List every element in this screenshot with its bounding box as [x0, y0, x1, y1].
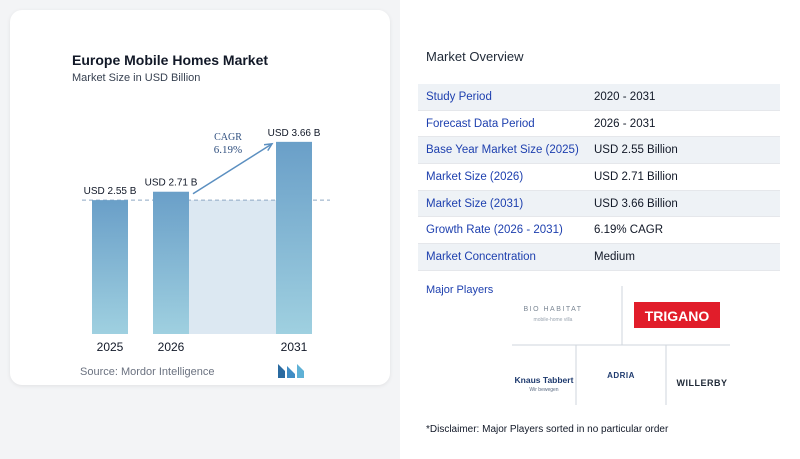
chart-subtitle: Market Size in USD Billion — [72, 72, 201, 84]
overview-label: Market Size (2031) — [426, 197, 524, 210]
player-trigano: TRIGANO — [644, 308, 710, 324]
x-tick-2025: 2025 — [97, 340, 124, 354]
overview-row: Forecast Data Period 2026 - 2031 — [418, 111, 780, 138]
overview-value: 2026 - 2031 — [594, 117, 656, 130]
x-tick-2026: 2026 — [158, 340, 185, 354]
cagr-arrow-head — [263, 142, 274, 152]
bar-2031 — [276, 141, 312, 334]
overview-row: Market Size (2031) USD 3.66 Billion — [418, 190, 780, 218]
chart-title: Europe Mobile Homes Market — [72, 52, 269, 68]
x-tick-2031: 2031 — [281, 340, 308, 354]
major-players-title: Major Players — [426, 284, 494, 296]
overview-value: Medium — [594, 250, 635, 263]
disclaimer: *Disclaimer: Major Players sorted in no … — [426, 424, 669, 435]
player-willerby: WILLERBY — [676, 378, 728, 388]
overview-row: Study Period 2020 - 2031 — [418, 84, 780, 111]
overview-label: Base Year Market Size (2025) — [426, 144, 579, 157]
cagr-value: 6.19% — [214, 144, 242, 156]
cagr-arrow — [192, 143, 273, 195]
chart-source: Source: Mordor Intelligence — [80, 366, 215, 378]
bar-chart: USD 2.55 B 2025 USD 2.71 B 2026 USD 3.66 B 20… — [82, 128, 330, 354]
player-adria: ADRIA — [607, 371, 635, 380]
mordor-logo-icon — [278, 364, 304, 378]
player-knaus-tabbert: Knaus Tabbert — [514, 375, 574, 385]
bar-2026 — [153, 191, 189, 334]
player-knaus-tabbert-tagline: Wir bewegen — [529, 387, 559, 393]
overview-value: USD 2.55 Billion — [594, 144, 678, 157]
data-label-2025: USD 2.55 B — [84, 186, 137, 197]
overview-title: Market Overview — [426, 49, 524, 64]
overview-label: Market Size (2026) — [426, 170, 524, 183]
data-label-2031: USD 3.66 B — [268, 128, 321, 139]
overview-label: Growth Rate (2026 - 2031) — [426, 224, 563, 237]
overview-label: Forecast Data Period — [426, 117, 535, 130]
overview-panel — [400, 0, 800, 459]
overview-label: Market Concentration — [426, 250, 536, 263]
player-bio-habitat-tagline: mobile-home villa — [533, 317, 573, 323]
overview-row: Market Concentration Medium — [418, 244, 780, 271]
overview-label: Study Period — [426, 90, 492, 103]
overview-value: USD 2.71 Billion — [594, 170, 678, 183]
overview-value: 6.19% CAGR — [594, 224, 664, 237]
overview-value: USD 3.66 Billion — [594, 197, 678, 210]
player-bio-habitat: BIO HABITAT — [523, 306, 583, 313]
overview-value: 2020 - 2031 — [594, 90, 656, 103]
growth-band — [189, 200, 276, 334]
data-label-2026: USD 2.71 B — [145, 178, 198, 189]
overview-row: Growth Rate (2026 - 2031) 6.19% CAGR — [418, 217, 780, 245]
overview-row: Market Size (2026) USD 2.71 Billion — [418, 164, 780, 191]
bar-2025 — [92, 200, 128, 334]
cagr-label: CAGR — [214, 132, 242, 143]
overview-table: Study Period 2020 - 2031 Forecast Data Pe… — [418, 84, 780, 271]
overview-row: Base Year Market Size (2025) USD 2.55 Bil… — [418, 137, 780, 165]
